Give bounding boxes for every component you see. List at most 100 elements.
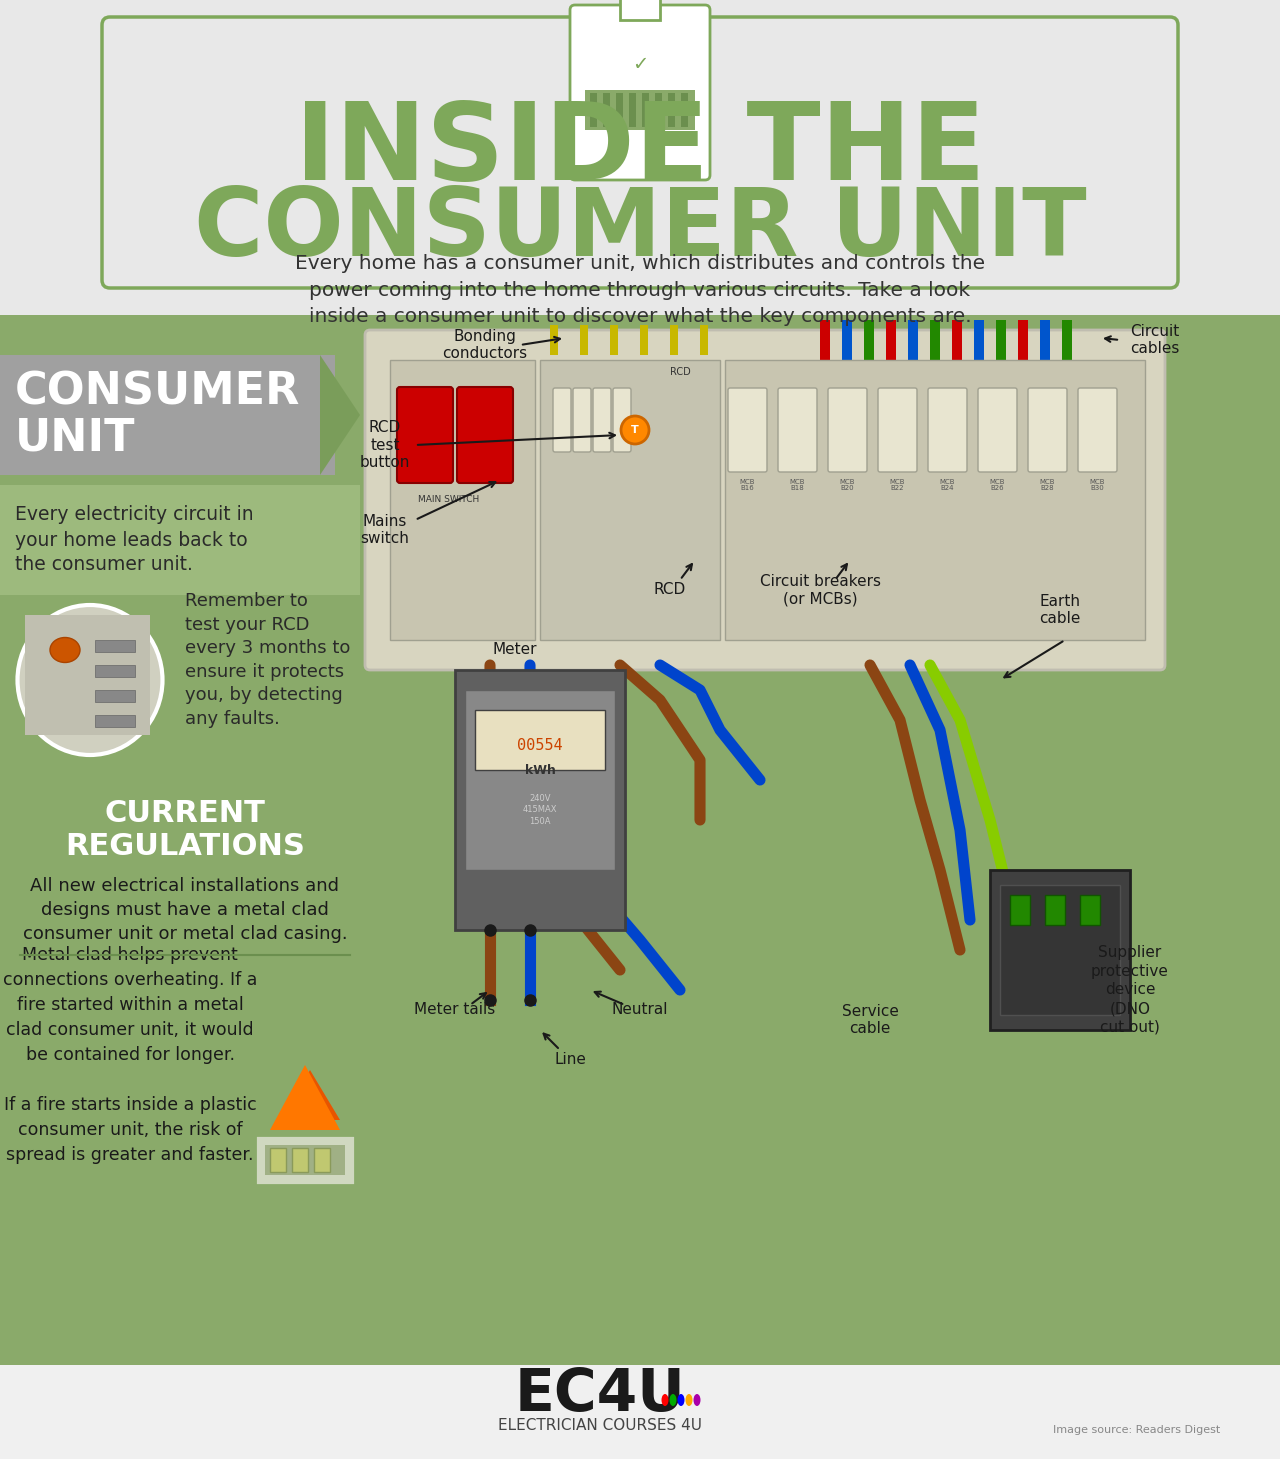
- FancyBboxPatch shape: [570, 4, 710, 179]
- Bar: [454, 670, 625, 929]
- Bar: [95, 715, 134, 727]
- Bar: [842, 320, 852, 360]
- Text: Circuit breakers
(or MCBs): Circuit breakers (or MCBs): [759, 573, 881, 605]
- Bar: [465, 690, 614, 870]
- FancyBboxPatch shape: [593, 388, 611, 452]
- FancyBboxPatch shape: [828, 388, 867, 473]
- Text: EC4U: EC4U: [515, 1367, 685, 1424]
- Polygon shape: [320, 355, 360, 476]
- Text: Meter tails: Meter tails: [415, 1002, 495, 1017]
- Bar: [864, 320, 874, 360]
- FancyBboxPatch shape: [0, 0, 1280, 309]
- Bar: [616, 93, 623, 127]
- Text: 00554: 00554: [517, 737, 563, 753]
- Text: Neutral: Neutral: [612, 1002, 668, 1017]
- Text: Remember to
test your RCD
every 3 months to
ensure it protects
you, by detecting: Remember to test your RCD every 3 months…: [186, 592, 351, 728]
- Text: Mains
switch: Mains switch: [361, 514, 410, 546]
- Text: INSIDE THE: INSIDE THE: [294, 96, 986, 203]
- Bar: [952, 320, 963, 360]
- Text: Circuit
cables: Circuit cables: [1130, 324, 1180, 356]
- Bar: [475, 711, 605, 770]
- Bar: [1062, 320, 1073, 360]
- Bar: [908, 320, 918, 360]
- Polygon shape: [270, 1065, 340, 1131]
- Bar: [1044, 894, 1065, 925]
- Text: MCB
B30: MCB B30: [1089, 479, 1105, 492]
- Bar: [1039, 320, 1050, 360]
- Text: MCB
B18: MCB B18: [790, 479, 805, 492]
- Bar: [1080, 894, 1100, 925]
- Bar: [292, 1148, 308, 1172]
- FancyBboxPatch shape: [613, 388, 631, 452]
- Ellipse shape: [50, 638, 79, 662]
- Text: Every electricity circuit in
your home leads back to
the consumer unit.: Every electricity circuit in your home l…: [15, 505, 253, 575]
- Text: 240V
415MAX
150A: 240V 415MAX 150A: [522, 794, 557, 826]
- FancyBboxPatch shape: [365, 330, 1165, 670]
- Bar: [1000, 886, 1120, 1015]
- Bar: [585, 90, 695, 130]
- Text: MAIN SWITCH: MAIN SWITCH: [419, 496, 479, 505]
- FancyBboxPatch shape: [1078, 388, 1117, 473]
- Text: CONSUMER
UNIT: CONSUMER UNIT: [15, 371, 301, 460]
- FancyBboxPatch shape: [728, 388, 767, 473]
- Text: MCB
B16: MCB B16: [740, 479, 755, 492]
- Text: MCB
B22: MCB B22: [890, 479, 905, 492]
- Bar: [611, 325, 618, 355]
- FancyBboxPatch shape: [0, 484, 360, 595]
- Text: All new electrical installations and
designs must have a metal clad
consumer uni: All new electrical installations and des…: [23, 877, 347, 943]
- Text: Metal clad helps prevent
connections overheating. If a
fire started within a met: Metal clad helps prevent connections ove…: [3, 945, 257, 1164]
- Text: RCD: RCD: [654, 582, 686, 598]
- Bar: [255, 1135, 355, 1185]
- Bar: [0, 785, 370, 865]
- Bar: [620, 0, 660, 20]
- Text: CONSUMER UNIT: CONSUMER UNIT: [193, 184, 1087, 276]
- FancyBboxPatch shape: [928, 388, 966, 473]
- Bar: [95, 690, 134, 702]
- FancyBboxPatch shape: [397, 387, 453, 483]
- FancyBboxPatch shape: [457, 387, 513, 483]
- Bar: [886, 320, 896, 360]
- Polygon shape: [280, 1069, 340, 1121]
- Bar: [640, 325, 648, 355]
- Bar: [681, 93, 689, 127]
- Bar: [390, 360, 535, 641]
- Text: CURRENT
REGULATIONS: CURRENT REGULATIONS: [65, 798, 305, 861]
- Bar: [265, 1145, 346, 1174]
- Bar: [0, 775, 370, 1355]
- Text: Service
cable: Service cable: [841, 1004, 899, 1036]
- FancyBboxPatch shape: [878, 388, 916, 473]
- FancyBboxPatch shape: [0, 355, 335, 476]
- Bar: [820, 320, 829, 360]
- Bar: [0, 1366, 1280, 1459]
- Bar: [931, 320, 940, 360]
- Bar: [1010, 894, 1030, 925]
- Bar: [0, 315, 1280, 1366]
- Text: MCB
B26: MCB B26: [989, 479, 1005, 492]
- Bar: [590, 93, 596, 127]
- Bar: [1018, 320, 1028, 360]
- Text: Image source: Readers Digest: Image source: Readers Digest: [1052, 1425, 1220, 1436]
- Text: MCB
B20: MCB B20: [840, 479, 855, 492]
- Text: MCB
B24: MCB B24: [940, 479, 955, 492]
- FancyBboxPatch shape: [1028, 388, 1068, 473]
- FancyBboxPatch shape: [553, 388, 571, 452]
- Ellipse shape: [669, 1393, 677, 1406]
- Bar: [603, 93, 611, 127]
- Ellipse shape: [677, 1393, 685, 1406]
- Bar: [643, 93, 649, 127]
- Bar: [974, 320, 984, 360]
- Bar: [668, 93, 675, 127]
- Bar: [550, 325, 558, 355]
- Text: ELECTRICIAN COURSES 4U: ELECTRICIAN COURSES 4U: [498, 1418, 701, 1433]
- FancyBboxPatch shape: [573, 388, 591, 452]
- FancyBboxPatch shape: [978, 388, 1018, 473]
- FancyBboxPatch shape: [778, 388, 817, 473]
- Bar: [655, 93, 662, 127]
- Text: RCD
test
button: RCD test button: [360, 420, 410, 470]
- Bar: [580, 325, 588, 355]
- Text: Earth
cable: Earth cable: [1039, 594, 1080, 626]
- Bar: [989, 870, 1130, 1030]
- Ellipse shape: [18, 605, 163, 754]
- Text: ✓: ✓: [632, 55, 648, 74]
- Bar: [628, 93, 636, 127]
